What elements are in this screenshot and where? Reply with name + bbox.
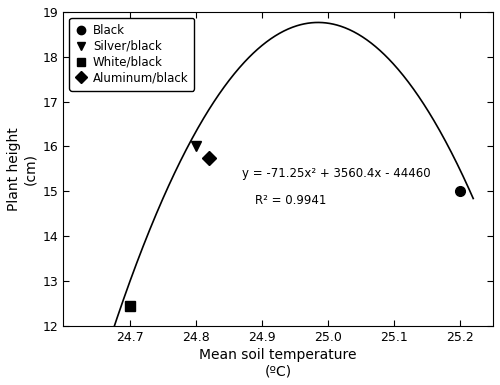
X-axis label: Mean soil temperature
(ºC): Mean soil temperature (ºC) (200, 348, 357, 378)
Y-axis label: Plant height
(cm): Plant height (cm) (7, 127, 37, 211)
Text: y = -71.25x² + 3560.4x - 44460: y = -71.25x² + 3560.4x - 44460 (242, 167, 430, 180)
Legend: Black, Silver/black, White/black, Aluminum/black: Black, Silver/black, White/black, Alumin… (70, 18, 194, 90)
Text: R² = 0.9941: R² = 0.9941 (255, 194, 326, 206)
